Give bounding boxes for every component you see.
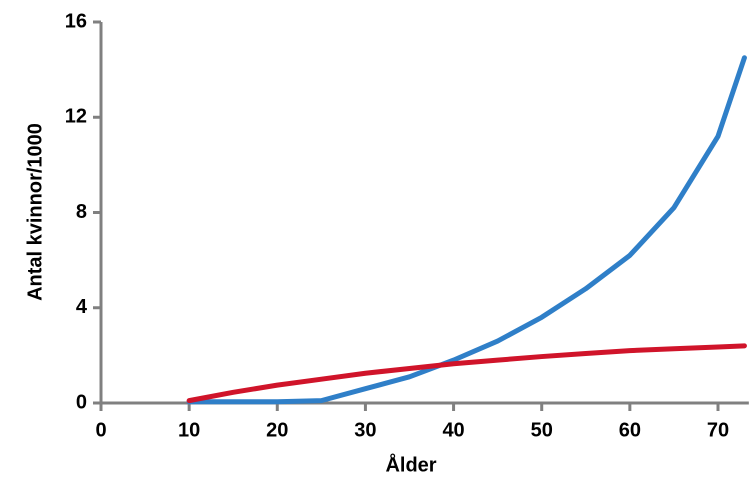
- x-tick-label: 30: [354, 419, 376, 441]
- y-axis-label: Antal kvinnor/1000: [24, 123, 46, 301]
- y-tick-label: 0: [76, 391, 87, 413]
- y-tick-label: 4: [76, 296, 88, 318]
- x-tick-label: 60: [619, 419, 641, 441]
- x-axis-label: Ålder: [385, 452, 436, 476]
- x-tick-label: 10: [178, 419, 200, 441]
- series-line: [186, 55, 747, 405]
- x-tick-label: 20: [266, 419, 288, 441]
- series-line: [186, 343, 747, 404]
- x-tick-label: 0: [95, 419, 106, 441]
- x-tick-label: 70: [707, 419, 729, 441]
- y-tick-label: 8: [76, 201, 87, 223]
- y-tick-label: 16: [65, 10, 87, 32]
- y-tick-label: 12: [65, 106, 87, 128]
- x-tick-label: 40: [442, 419, 464, 441]
- x-tick-label: 50: [531, 419, 553, 441]
